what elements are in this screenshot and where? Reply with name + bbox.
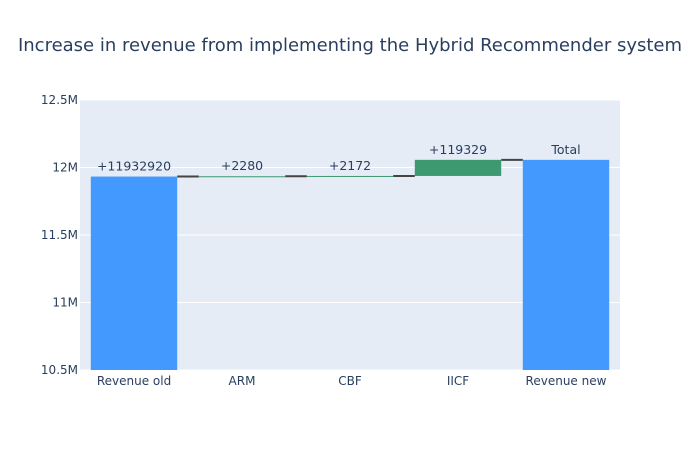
- chart-title: Increase in revenue from implementing th…: [18, 35, 682, 56]
- bars: [90, 159, 610, 370]
- bar-revenue-new: [522, 159, 610, 370]
- bar-cbf: [306, 175, 394, 177]
- bar-arm: [198, 176, 286, 178]
- x-tick-label: Revenue old: [97, 374, 171, 388]
- x-tick-label: ARM: [229, 374, 256, 388]
- data-label: Total: [550, 142, 580, 157]
- y-tick-label: 11.5M: [41, 228, 78, 242]
- connectors: [177, 158, 523, 178]
- y-axis-ticks: 10.5M 11M 11.5M 12M 12.5M: [41, 93, 78, 377]
- x-tick-label: IICF: [447, 374, 469, 388]
- data-label: +119329: [429, 142, 487, 157]
- data-label: +2280: [221, 158, 263, 173]
- y-tick-label: 12.5M: [41, 93, 78, 107]
- bar-iicf: [414, 159, 502, 176]
- y-tick-label: 11M: [52, 296, 78, 310]
- x-tick-label: Revenue new: [526, 374, 607, 388]
- data-label: +2172: [329, 158, 371, 173]
- bar-revenue-old: [90, 176, 178, 370]
- data-labels: +11932920 +2280 +2172 +119329 Total: [97, 142, 581, 174]
- data-label: +11932920: [97, 159, 171, 174]
- x-tick-label: CBF: [338, 374, 362, 388]
- y-tick-label: 12M: [52, 161, 78, 175]
- x-axis-ticks: Revenue old ARM CBF IICF Revenue new: [97, 374, 607, 388]
- y-tick-label: 10.5M: [41, 363, 78, 377]
